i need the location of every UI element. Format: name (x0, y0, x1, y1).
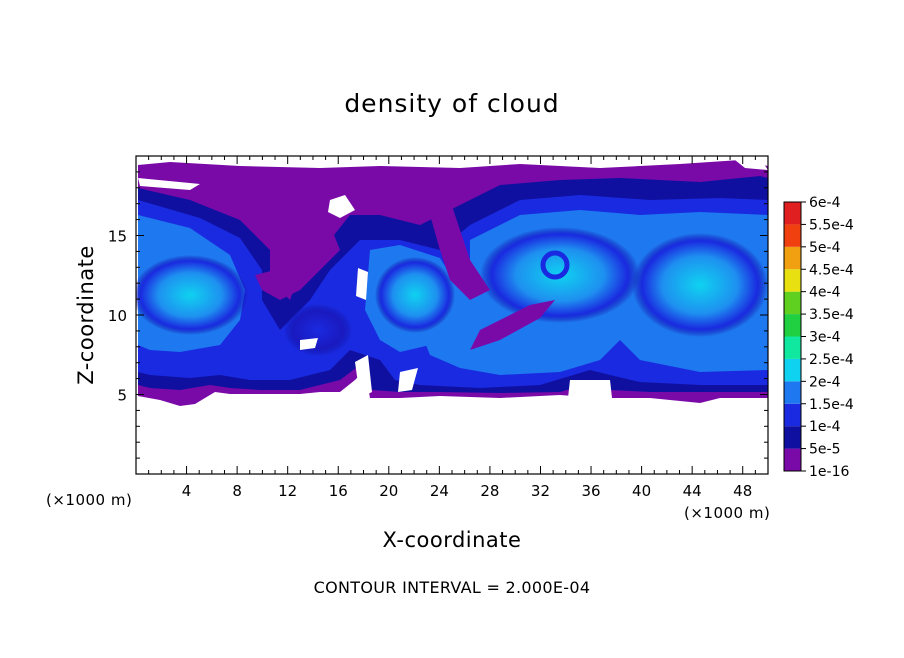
x-tick-label: 44 (683, 482, 702, 500)
x-tick-label: 48 (733, 482, 752, 500)
x-tick-label: 36 (581, 482, 600, 500)
clear-air-gap-1 (138, 178, 200, 190)
cyan-core-left (136, 255, 248, 335)
colorbar-label: 6e-4 (809, 195, 841, 211)
colorbar-swatch (784, 336, 801, 359)
x-tick-label: 16 (329, 482, 348, 500)
colorbar-label: 1e-16 (809, 464, 849, 480)
colorbar-swatch (784, 358, 801, 382)
colorbar-swatch (784, 426, 801, 449)
colorbar-swatch (784, 202, 801, 225)
colorbar-label: 4.5e-4 (809, 262, 854, 278)
x-tick-label: 12 (278, 482, 297, 500)
contour-interval-note: CONTOUR INTERVAL = 2.000E-04 (314, 578, 591, 597)
x-tick-label: 32 (531, 482, 550, 500)
clear-air-below (136, 406, 768, 474)
colorbar-label: 1e-4 (809, 419, 841, 435)
x-axis: 4 8 12 16 20 24 28 32 36 40 44 48 (148, 156, 756, 500)
blue-core-center (284, 304, 352, 356)
purple-intrusion-streak (470, 300, 555, 350)
colorbar-label: 5e-4 (809, 240, 841, 256)
y-axis: 5 10 15 (108, 171, 768, 459)
cyan-core-mid (375, 257, 455, 333)
colorbar-label: 3e-4 (809, 330, 841, 346)
colorbar: 1e-16 5e-5 1e-4 1.5e-4 2e-4 2.5e-4 3e-4 3.5e-4 4… (783, 195, 854, 480)
purple-intrusion-left (255, 210, 340, 300)
colorbar-label: 5.5e-4 (809, 217, 854, 233)
chart-title: density of cloud (344, 89, 559, 118)
colorbar-label: 5e-5 (809, 442, 840, 458)
y-tick-label: 10 (108, 307, 127, 325)
y-tick-label: 15 (108, 228, 127, 246)
x-unit-left: (×1000 m) (46, 491, 132, 509)
clear-air-pocket (568, 380, 612, 398)
x-tick-label: 4 (182, 482, 192, 500)
colorbar-swatch (784, 403, 801, 427)
colorbar-label: 3.5e-4 (809, 307, 854, 323)
colorbar-swatch (784, 381, 801, 404)
clear-air-gap-3 (356, 268, 368, 300)
clear-air-gap-5 (398, 368, 418, 392)
x-tick-label: 40 (632, 482, 651, 500)
swirl-feature (540, 250, 570, 280)
cyan-core-right-b (632, 233, 768, 337)
colorbar-label: 2.5e-4 (809, 352, 854, 368)
x-axis-label: X-coordinate (383, 528, 522, 552)
x-tick-label: 24 (430, 482, 449, 500)
colorbar-swatch (784, 291, 801, 315)
y-axis-label: Z-coordinate (74, 245, 98, 385)
x-unit-right: (×1000 m) (684, 504, 770, 522)
clear-air-gap-7 (735, 158, 768, 170)
x-tick-label: 8 (232, 482, 242, 500)
colorbar-label: 2e-4 (809, 374, 841, 390)
colorbar-label: 4e-4 (809, 285, 841, 301)
y-tick-label: 5 (117, 387, 127, 405)
colorbar-swatch (784, 269, 801, 292)
plot-area (136, 158, 768, 474)
clear-air-gap-2 (328, 195, 355, 218)
colorbar-label: 1.5e-4 (809, 397, 854, 413)
purple-intrusion-right (430, 200, 490, 300)
colorbar-swatch (784, 314, 801, 337)
x-tick-label: 28 (480, 482, 499, 500)
x-tick-label: 20 (379, 482, 398, 500)
clear-air-gap-6 (300, 338, 318, 350)
clear-air-gap-4 (355, 355, 372, 398)
colorbar-swatch (784, 224, 801, 247)
colorbar-swatch (784, 246, 801, 270)
colorbar-swatch (784, 448, 801, 471)
